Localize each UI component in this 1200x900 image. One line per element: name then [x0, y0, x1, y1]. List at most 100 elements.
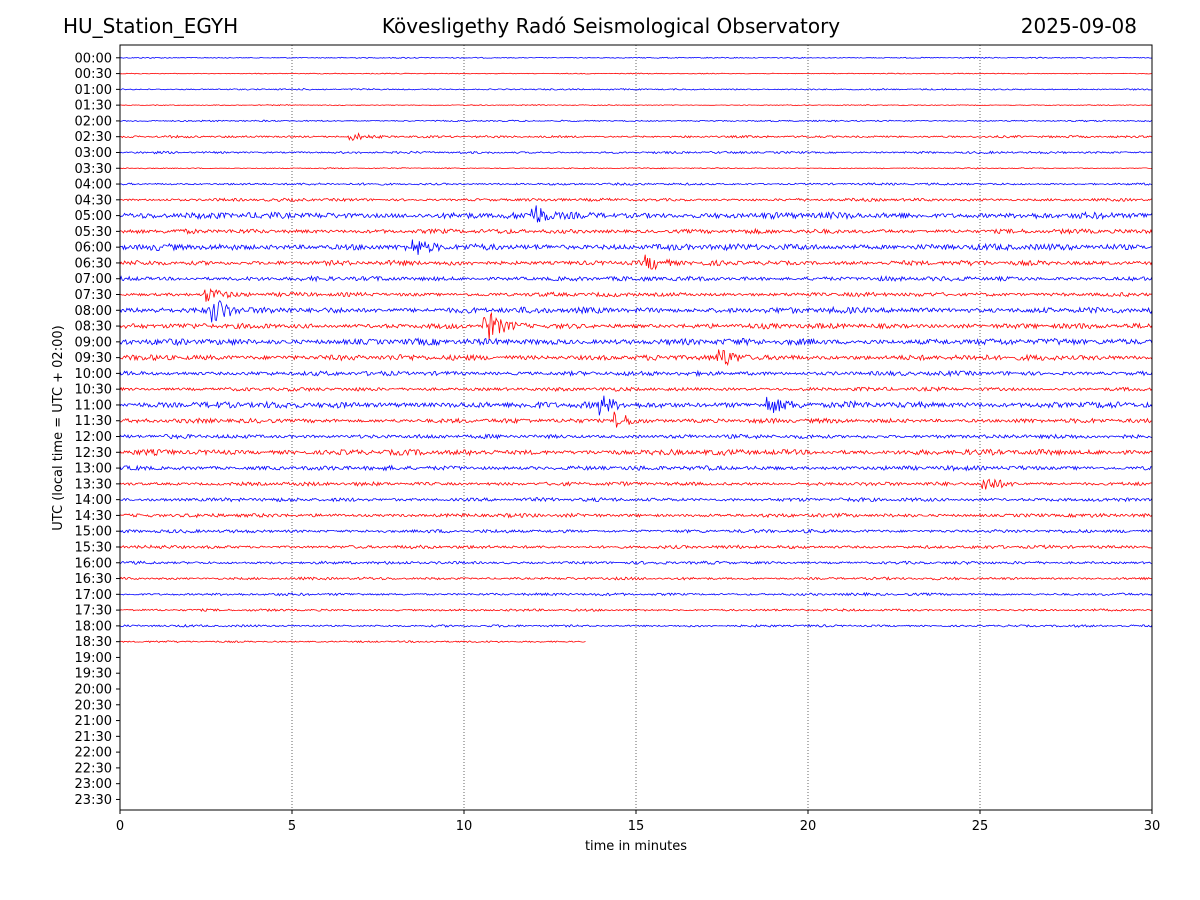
y-tick-label: 14:30 — [75, 509, 112, 524]
y-tick-label: 06:30 — [75, 256, 112, 271]
y-tick-label: 07:00 — [75, 272, 112, 287]
trace-1230 — [119, 448, 1153, 457]
trace-0900 — [119, 337, 1153, 347]
trace-0830 — [119, 311, 1153, 341]
chart-title: Kövesligethy Radó Seismological Observat… — [381, 14, 841, 38]
y-tick-label: 20:00 — [75, 683, 112, 698]
trace-1730 — [119, 608, 1153, 612]
x-tick-label: 0 — [116, 819, 124, 834]
trace-0030 — [119, 72, 1153, 75]
y-tick-label: 11:30 — [75, 414, 112, 429]
trace-0130 — [119, 104, 1153, 107]
x-tick-label: 25 — [972, 819, 989, 834]
y-tick-label: 12:00 — [75, 430, 112, 445]
y-tick-label: 04:30 — [75, 193, 112, 208]
trace-1800 — [119, 623, 1153, 628]
trace-0800 — [119, 299, 1153, 323]
y-tick-label: 09:30 — [75, 351, 112, 366]
y-tick-label: 23:00 — [75, 777, 112, 792]
trace-1500 — [119, 528, 1153, 534]
y-tick-label: 03:30 — [75, 162, 112, 177]
trace-1400 — [119, 496, 1153, 503]
y-tick-label: 16:30 — [75, 572, 112, 587]
y-tick-label: 10:30 — [75, 383, 112, 398]
trace-0430 — [119, 197, 1153, 203]
y-tick-label: 02:00 — [75, 114, 112, 129]
y-tick-label: 17:30 — [75, 604, 112, 619]
y-axis: 00:0000:3001:0001:3002:0002:3003:0003:30… — [75, 51, 120, 808]
trace-0500 — [119, 205, 1153, 223]
trace-1100 — [119, 395, 1153, 416]
y-tick-label: 10:00 — [75, 367, 112, 382]
trace-1600 — [119, 560, 1152, 566]
date-title: 2025-09-08 — [1020, 14, 1137, 38]
y-tick-label: 09:00 — [75, 335, 112, 350]
station-title: HU_Station_EGYH — [63, 14, 239, 38]
y-tick-label: 19:30 — [75, 667, 112, 682]
y-tick-label: 13:30 — [75, 477, 112, 492]
y-tick-label: 08:30 — [75, 320, 112, 335]
trace-0630 — [119, 254, 1153, 271]
y-tick-label: 00:30 — [75, 67, 112, 82]
y-tick-label: 21:00 — [75, 714, 112, 729]
y-tick-label: 16:00 — [75, 556, 112, 571]
y-tick-label: 05:00 — [75, 209, 112, 224]
y-tick-label: 01:00 — [75, 83, 112, 98]
y-tick-label: 04:00 — [75, 178, 112, 193]
trace-0200 — [119, 119, 1153, 123]
y-tick-label: 13:00 — [75, 462, 112, 477]
trace-0730 — [119, 287, 1153, 302]
y-tick-label: 23:30 — [75, 793, 112, 808]
trace-group — [119, 56, 1153, 644]
trace-0230 — [120, 132, 1153, 142]
trace-0930 — [119, 349, 1153, 367]
trace-0700 — [119, 274, 1153, 283]
y-tick-label: 11:00 — [75, 398, 112, 413]
y-tick-label: 15:30 — [75, 540, 112, 555]
x-axis-label: time in minutes — [585, 839, 687, 854]
trace-1030 — [119, 386, 1153, 393]
trace-1630 — [119, 576, 1153, 581]
x-tick-label: 5 — [288, 819, 296, 834]
trace-1130 — [119, 411, 1153, 428]
trace-1300 — [119, 464, 1153, 472]
y-tick-label: 06:00 — [75, 241, 112, 256]
y-tick-label: 20:30 — [75, 698, 112, 713]
trace-1200 — [119, 433, 1153, 440]
y-tick-label: 01:30 — [75, 99, 112, 114]
trace-0330 — [119, 167, 1153, 170]
trace-1700 — [119, 591, 1153, 597]
trace-0000 — [119, 56, 1153, 59]
x-tick-label: 15 — [628, 819, 645, 834]
y-tick-label: 18:00 — [75, 619, 112, 634]
trace-0400 — [119, 182, 1153, 186]
trace-1830 — [119, 640, 586, 644]
x-axis: 0 5 10 15 20 25 30 — [116, 810, 1160, 834]
trace-0100 — [119, 88, 1152, 91]
y-tick-label: 00:00 — [75, 51, 112, 66]
x-tick-label: 10 — [456, 819, 473, 834]
trace-1000 — [119, 369, 1153, 378]
y-tick-label: 14:00 — [75, 493, 112, 508]
y-tick-label: 12:30 — [75, 446, 112, 461]
y-tick-label: 03:00 — [75, 146, 112, 161]
y-tick-label: 17:00 — [75, 588, 112, 603]
y-tick-label: 22:30 — [75, 761, 112, 776]
trace-0300 — [119, 150, 1153, 155]
y-tick-label: 15:00 — [75, 525, 112, 540]
y-axis-label: UTC (local time = UTC + 02:00) — [51, 325, 66, 530]
trace-0600 — [119, 239, 1153, 255]
y-tick-label: 02:30 — [75, 130, 112, 145]
y-tick-label: 08:00 — [75, 304, 112, 319]
x-tick-label: 20 — [800, 819, 817, 834]
y-tick-label: 18:30 — [75, 635, 112, 650]
grid-lines — [291, 45, 981, 810]
y-tick-label: 22:00 — [75, 746, 112, 761]
y-tick-label: 21:30 — [75, 730, 112, 745]
y-tick-label: 05:30 — [75, 225, 112, 240]
trace-1430 — [119, 512, 1153, 519]
y-tick-label: 19:00 — [75, 651, 112, 666]
trace-0530 — [119, 227, 1153, 235]
trace-1530 — [119, 544, 1153, 550]
